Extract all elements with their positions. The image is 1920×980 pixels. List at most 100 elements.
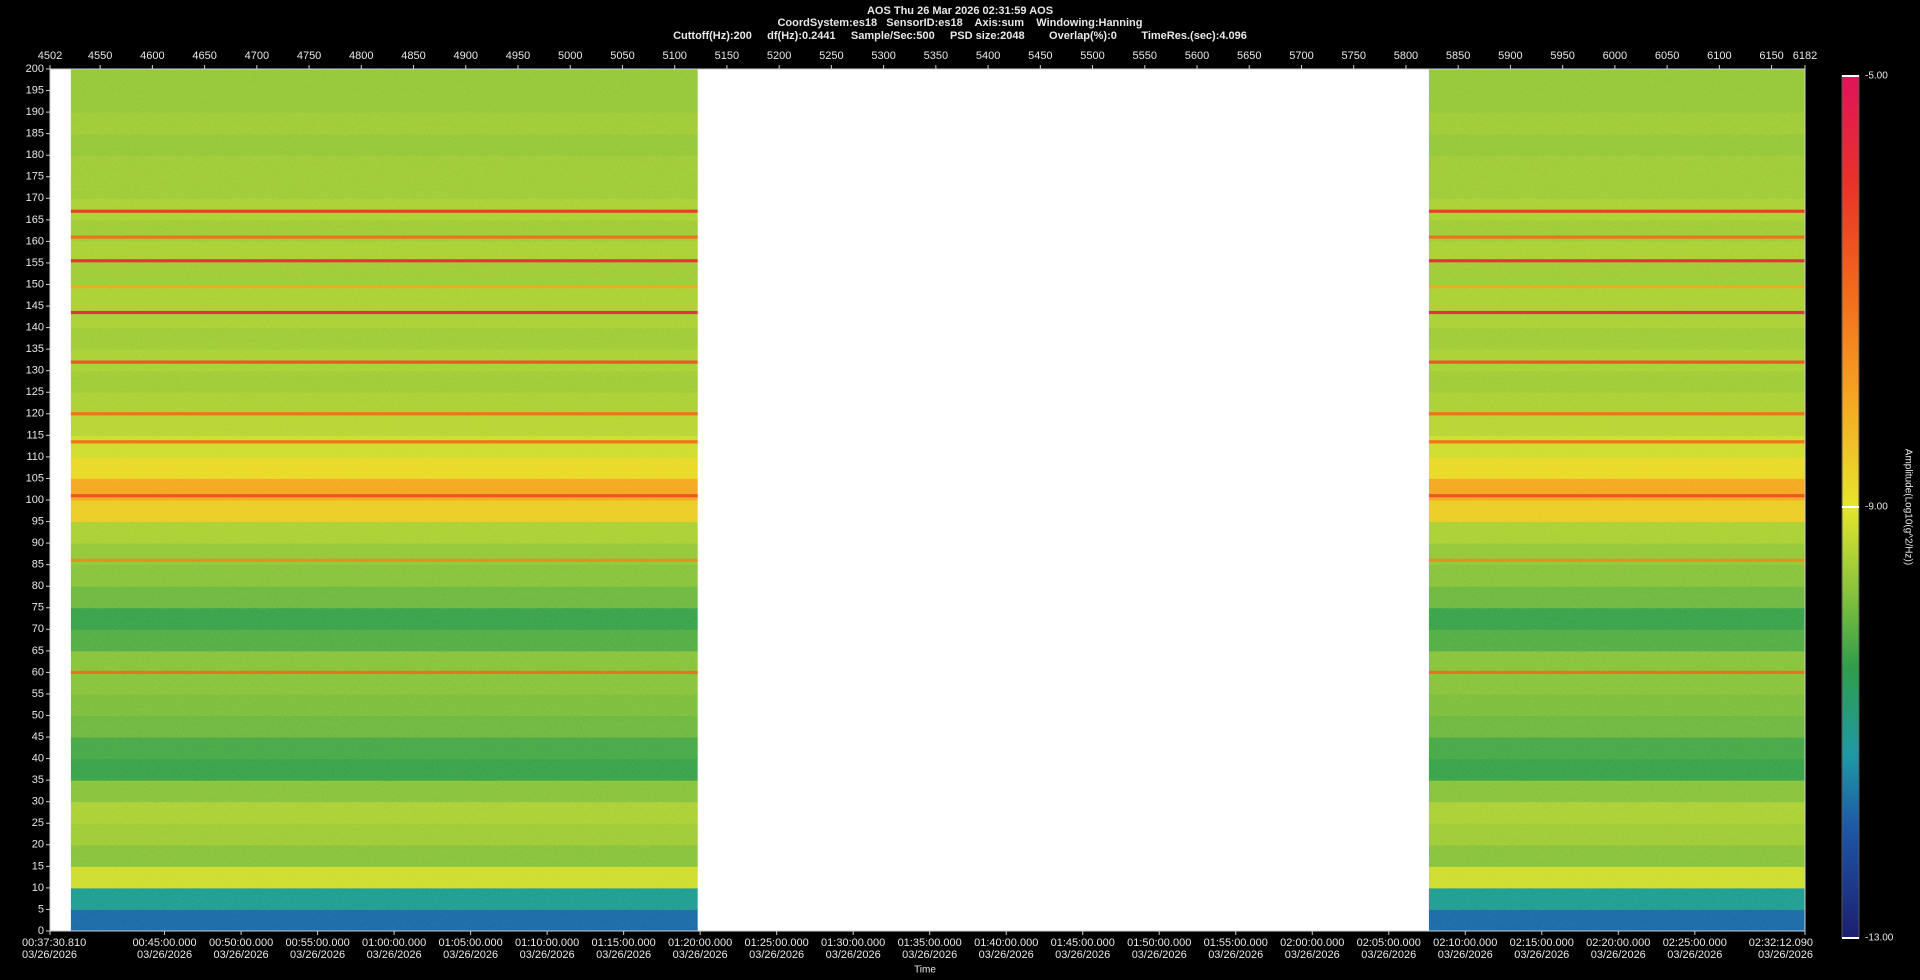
data-segment	[1428, 69, 1805, 932]
x-top-tick-label: 5900	[1498, 50, 1522, 62]
spectral-line	[70, 235, 698, 239]
x-top-tick-label: 5700	[1289, 50, 1313, 62]
y-tick-label: 35	[32, 774, 44, 786]
x-top-tick-label: 6182	[1793, 50, 1817, 62]
x-bottom-tick-date: 03/26/2026	[1132, 949, 1187, 961]
y-tick-label: 50	[32, 709, 44, 721]
y-tick-label: 65	[32, 645, 44, 657]
x-axis-label: Time	[914, 965, 936, 976]
x-top-tick-label: 5600	[1185, 50, 1209, 62]
x-top-tick-label: 5800	[1394, 50, 1418, 62]
spectral-line	[1428, 558, 1805, 562]
y-tick-label: 165	[26, 214, 44, 226]
x-bottom-tick-date: 03/26/2026	[1758, 949, 1813, 961]
y-tick-label: 25	[32, 817, 44, 829]
x-bottom-tick-label: 02:10:00.000	[1433, 937, 1497, 949]
texture	[70, 69, 698, 931]
x-top-tick-label: 5400	[976, 50, 1000, 62]
x-bottom-tick-label: 01:45:00.000	[1051, 937, 1115, 949]
y-tick-label: 155	[26, 257, 44, 269]
colorbar-tick-label: -13.00	[1865, 933, 1894, 944]
spectral-line	[1428, 209, 1805, 213]
x-bottom-tick-label: 01:15:00.000	[592, 937, 656, 949]
colorbar-tick-label: -5.00	[1865, 71, 1888, 82]
y-tick-label: 115	[26, 429, 44, 441]
x-top-tick-label: 5750	[1341, 50, 1365, 62]
x-top-tick-label: 4750	[297, 50, 321, 62]
x-bottom-tick-date: 03/26/2026	[1361, 949, 1416, 961]
spectral-line	[1428, 285, 1805, 289]
x-bottom-tick-label: 02:20:00.000	[1586, 937, 1650, 949]
x-top-tick-label: 5100	[662, 50, 686, 62]
x-bottom-tick-label: 01:55:00.000	[1204, 937, 1268, 949]
y-tick-label: 5	[38, 903, 44, 915]
x-bottom-tick-label: 01:00:00.000	[362, 937, 426, 949]
chart-info: Cuttoff(Hz):200 df(Hz):0.2441 Sample/Sec…	[673, 30, 1247, 42]
x-bottom-tick-label: 00:50:00.000	[209, 937, 273, 949]
x-top-tick-label: 5250	[819, 50, 843, 62]
x-top-tick-label: 5300	[871, 50, 895, 62]
y-tick-label: 75	[32, 602, 44, 614]
spectral-line	[70, 412, 698, 416]
spectral-line	[70, 440, 698, 444]
y-tick-label: 105	[26, 472, 44, 484]
x-bottom-tick-label: 01:35:00.000	[898, 937, 962, 949]
x-bottom-tick-date: 03/26/2026	[826, 949, 881, 961]
y-tick-label: 100	[26, 494, 44, 506]
x-bottom-tick-date: 03/26/2026	[1667, 949, 1722, 961]
x-bottom-tick-label: 00:55:00.000	[285, 937, 349, 949]
x-bottom-tick-date: 03/26/2026	[1208, 949, 1263, 961]
spectral-line	[70, 360, 698, 364]
y-tick-label: 85	[32, 559, 44, 571]
spectral-line	[1428, 235, 1805, 239]
texture	[1428, 69, 1805, 931]
chart-title: AOS Thu 26 Mar 2026 02:31:59 AOS	[867, 5, 1053, 17]
x-bottom-tick-date: 03/26/2026	[214, 949, 269, 961]
x-top-tick-label: 5000	[558, 50, 582, 62]
x-top-tick-label: 5850	[1446, 50, 1470, 62]
y-tick-label: 195	[26, 84, 44, 96]
x-bottom-tick-label: 00:37:30.810	[22, 937, 86, 949]
y-tick-label: 15	[32, 860, 44, 872]
y-tick-label: 95	[32, 515, 44, 527]
x-top-tick-label: 6100	[1707, 50, 1731, 62]
spectral-line	[1428, 494, 1805, 498]
x-bottom-tick-date: 03/26/2026	[673, 949, 728, 961]
spectral-line	[1428, 412, 1805, 416]
x-bottom-tick-label: 01:25:00.000	[745, 937, 809, 949]
y-tick-label: 160	[26, 235, 44, 247]
x-top-tick-label: 5350	[924, 50, 948, 62]
x-bottom-tick-date: 03/26/2026	[290, 949, 345, 961]
x-bottom-tick-date: 03/26/2026	[1591, 949, 1646, 961]
x-top-tick-label: 4650	[192, 50, 216, 62]
y-tick-label: 185	[26, 128, 44, 140]
y-tick-label: 190	[26, 106, 44, 118]
y-tick-label: 20	[32, 839, 44, 851]
spectral-line	[70, 558, 698, 562]
y-tick-label: 170	[26, 192, 44, 204]
x-bottom-tick-label: 01:50:00.000	[1127, 937, 1191, 949]
x-top-tick-label: 4900	[454, 50, 478, 62]
y-tick-label: 40	[32, 753, 44, 765]
x-top-tick-label: 5050	[610, 50, 634, 62]
x-bottom-tick-label: 02:05:00.000	[1357, 937, 1421, 949]
y-tick-label: 175	[26, 171, 44, 183]
spectral-line	[1428, 440, 1805, 444]
y-tick-label: 60	[32, 666, 44, 678]
y-tick-label: 45	[32, 731, 44, 743]
x-bottom-tick-label: 01:05:00.000	[438, 937, 502, 949]
x-bottom-tick-date: 03/26/2026	[749, 949, 804, 961]
y-tick-label: 125	[26, 386, 44, 398]
x-top-tick-label: 5450	[1028, 50, 1052, 62]
spectral-line	[70, 259, 698, 263]
x-bottom-tick-date: 03/26/2026	[979, 949, 1034, 961]
spectral-line	[1428, 259, 1805, 263]
x-bottom-tick-date: 03/26/2026	[1055, 949, 1110, 961]
x-bottom-tick-date: 03/26/2026	[1285, 949, 1340, 961]
x-bottom-tick-label: 01:30:00.000	[821, 937, 885, 949]
x-bottom-tick-label: 01:20:00.000	[668, 937, 732, 949]
x-bottom-tick-date: 03/26/2026	[367, 949, 422, 961]
x-top-tick-label: 6050	[1655, 50, 1679, 62]
x-bottom-tick-date: 03/26/2026	[443, 949, 498, 961]
spectral-line	[1428, 360, 1805, 364]
